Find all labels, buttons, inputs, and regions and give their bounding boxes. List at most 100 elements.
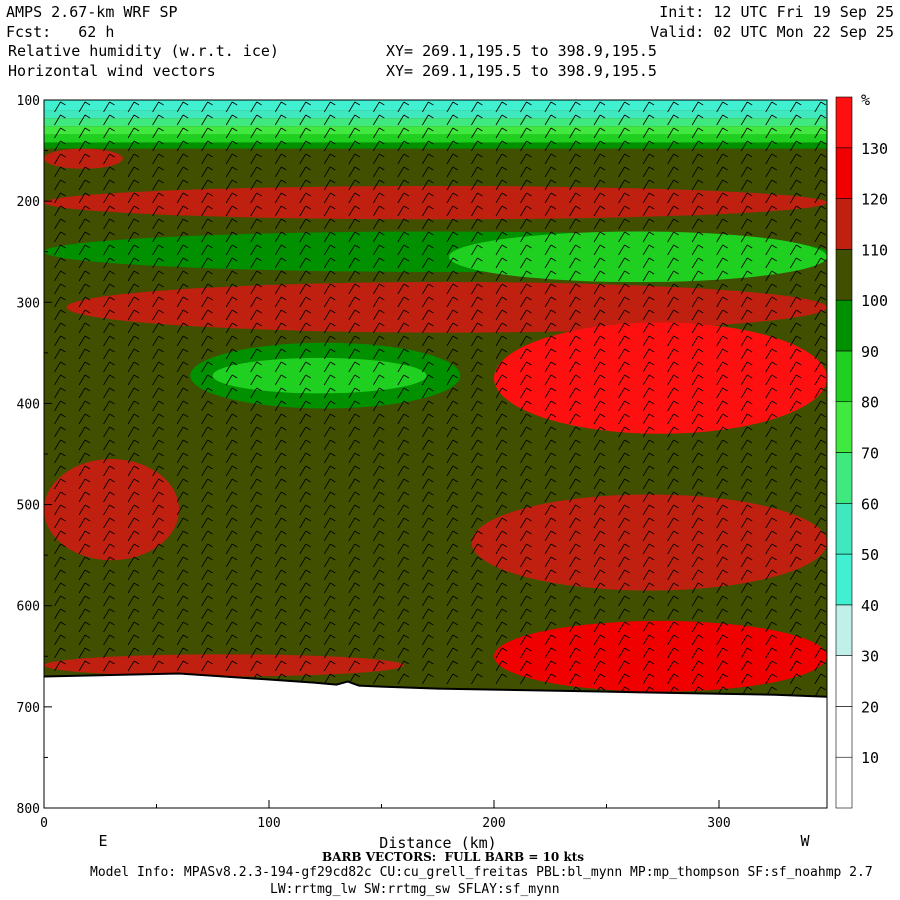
barb-column xyxy=(225,101,238,672)
wind-barbs xyxy=(54,101,826,698)
model-info: Model Info: MPASv8.2.3-194-gf29cd82c CU:… xyxy=(90,865,873,880)
barb-column xyxy=(348,101,361,685)
barb-column xyxy=(593,101,606,698)
rh-layer-light-green-250 xyxy=(449,231,827,283)
rh-layer-red-band-200 xyxy=(44,185,827,220)
barb-column xyxy=(397,101,410,685)
rh-layer-bright-red-350 xyxy=(494,322,827,434)
barb-column xyxy=(176,101,189,672)
barb-column xyxy=(103,101,115,672)
y-tick-label: 300 xyxy=(17,296,40,311)
rh-top-band-5 xyxy=(44,142,827,149)
x-axis-title: Distance (km) xyxy=(379,834,496,852)
colorbar: 10 20 30 40 50 60 70 80 90 100 110 120 130 xyxy=(835,96,888,809)
colorbar-swatch xyxy=(835,655,853,707)
barb-column xyxy=(642,101,655,698)
barb-column xyxy=(814,101,826,698)
colorbar-label: 130 xyxy=(861,140,888,158)
y-tick-label: 100 xyxy=(17,94,40,109)
x-label-left: E xyxy=(98,832,107,850)
barb-column xyxy=(78,101,91,672)
barb-column xyxy=(765,101,777,698)
barb-column xyxy=(789,101,802,698)
rh-top-band-3 xyxy=(44,126,827,135)
colorbar-label: 100 xyxy=(861,292,888,310)
colorbar-swatch xyxy=(835,756,853,809)
rh-layer-red-630 xyxy=(494,620,827,692)
x-label-right: W xyxy=(800,832,810,850)
y-tick-label: 500 xyxy=(17,499,40,514)
y-tick-label: 400 xyxy=(17,397,40,412)
header-vectors: Horizontal wind vectors xyxy=(8,62,216,80)
colorbar-label: 40 xyxy=(861,597,879,615)
x-tick-label: 100 xyxy=(257,816,280,831)
colorbar-label: 120 xyxy=(861,191,888,209)
colorbar-label: 70 xyxy=(861,445,879,463)
colorbar-label: 10 xyxy=(861,749,879,767)
header-field: Relative humidity (w.r.t. ice) xyxy=(8,42,279,60)
barb-column xyxy=(299,101,311,685)
barb-column xyxy=(495,101,508,685)
barb-column xyxy=(471,101,483,685)
terrain-line xyxy=(44,672,827,698)
x-tick-label: 200 xyxy=(482,816,505,831)
barb-column xyxy=(446,101,459,685)
barb-note: BARB VECTORS: FULL BARB = 10 kts xyxy=(322,850,585,864)
header-xy-1: XY= 269.1,195.5 to 398.9,195.5 xyxy=(386,42,657,60)
rh-layer-red-480 xyxy=(44,459,179,561)
header-forecast: Fcst: 62 h xyxy=(6,23,115,41)
barb-column xyxy=(667,101,679,698)
header-title: AMPS 2.67-km WRF SP xyxy=(6,3,178,21)
colorbar-swatch xyxy=(835,249,853,301)
colorbar-swatch xyxy=(835,706,853,758)
x-tick-label: 300 xyxy=(707,816,730,831)
y-axis: 100 200 300 400 500 600 700 800 xyxy=(17,94,52,817)
colorbar-swatch xyxy=(835,147,853,199)
rh-layer-red-540 xyxy=(471,494,827,591)
header-init: Init: 12 UTC Fri 19 Sep 25 xyxy=(659,3,894,21)
colorbar-unit: % xyxy=(861,91,870,109)
colorbar-swatch xyxy=(835,96,853,149)
barb-column xyxy=(152,101,164,672)
colorbar-label: 50 xyxy=(861,546,879,564)
barb-column xyxy=(691,101,704,698)
y-tick-label: 700 xyxy=(17,701,40,716)
rh-layer-light-green-370 xyxy=(212,357,427,394)
y-tick-label: 800 xyxy=(17,802,40,817)
model-info-2: LW:rrtmg_lw SW:rrtmg_sw SFLAY:sf_mynn xyxy=(270,882,560,897)
colorbar-swatch xyxy=(835,502,853,555)
colorbar-label: 20 xyxy=(861,698,879,716)
colorbar-swatch xyxy=(835,198,853,250)
barb-column xyxy=(201,101,213,672)
x-axis: 0 100 200 300 xyxy=(40,800,731,831)
barb-column xyxy=(127,101,140,672)
barb-column xyxy=(323,101,336,685)
colorbar-label: 110 xyxy=(861,241,888,259)
barb-column xyxy=(618,101,630,698)
rh-top-band-4 xyxy=(44,134,827,143)
colorbar-label: 80 xyxy=(861,394,879,412)
barb-column xyxy=(422,101,434,685)
colorbar-label: 60 xyxy=(861,495,879,513)
rh-top-band-2 xyxy=(44,118,827,127)
barb-column xyxy=(54,101,66,672)
rh-layer-red-660 xyxy=(44,654,404,677)
barb-column xyxy=(250,101,262,685)
x-tick-label: 0 xyxy=(40,816,48,831)
rh-top-band-1 xyxy=(44,110,827,119)
barb-column xyxy=(372,101,385,685)
header-xy-2: XY= 269.1,195.5 to 398.9,195.5 xyxy=(386,62,657,80)
colorbar-label: 30 xyxy=(861,648,879,666)
header-valid: Valid: 02 UTC Mon 22 Sep 25 xyxy=(650,23,894,41)
colorbar-swatch xyxy=(835,553,853,606)
y-tick-label: 200 xyxy=(17,195,40,210)
colorbar-swatch xyxy=(835,299,853,352)
rh-layer-red-band-160 xyxy=(44,148,123,169)
barb-column xyxy=(520,101,532,685)
rh-layer-red-band-300 xyxy=(66,282,827,333)
barb-column xyxy=(740,101,753,698)
barb-column xyxy=(569,101,581,698)
colorbar-swatch xyxy=(835,604,853,656)
barb-column xyxy=(544,101,557,685)
